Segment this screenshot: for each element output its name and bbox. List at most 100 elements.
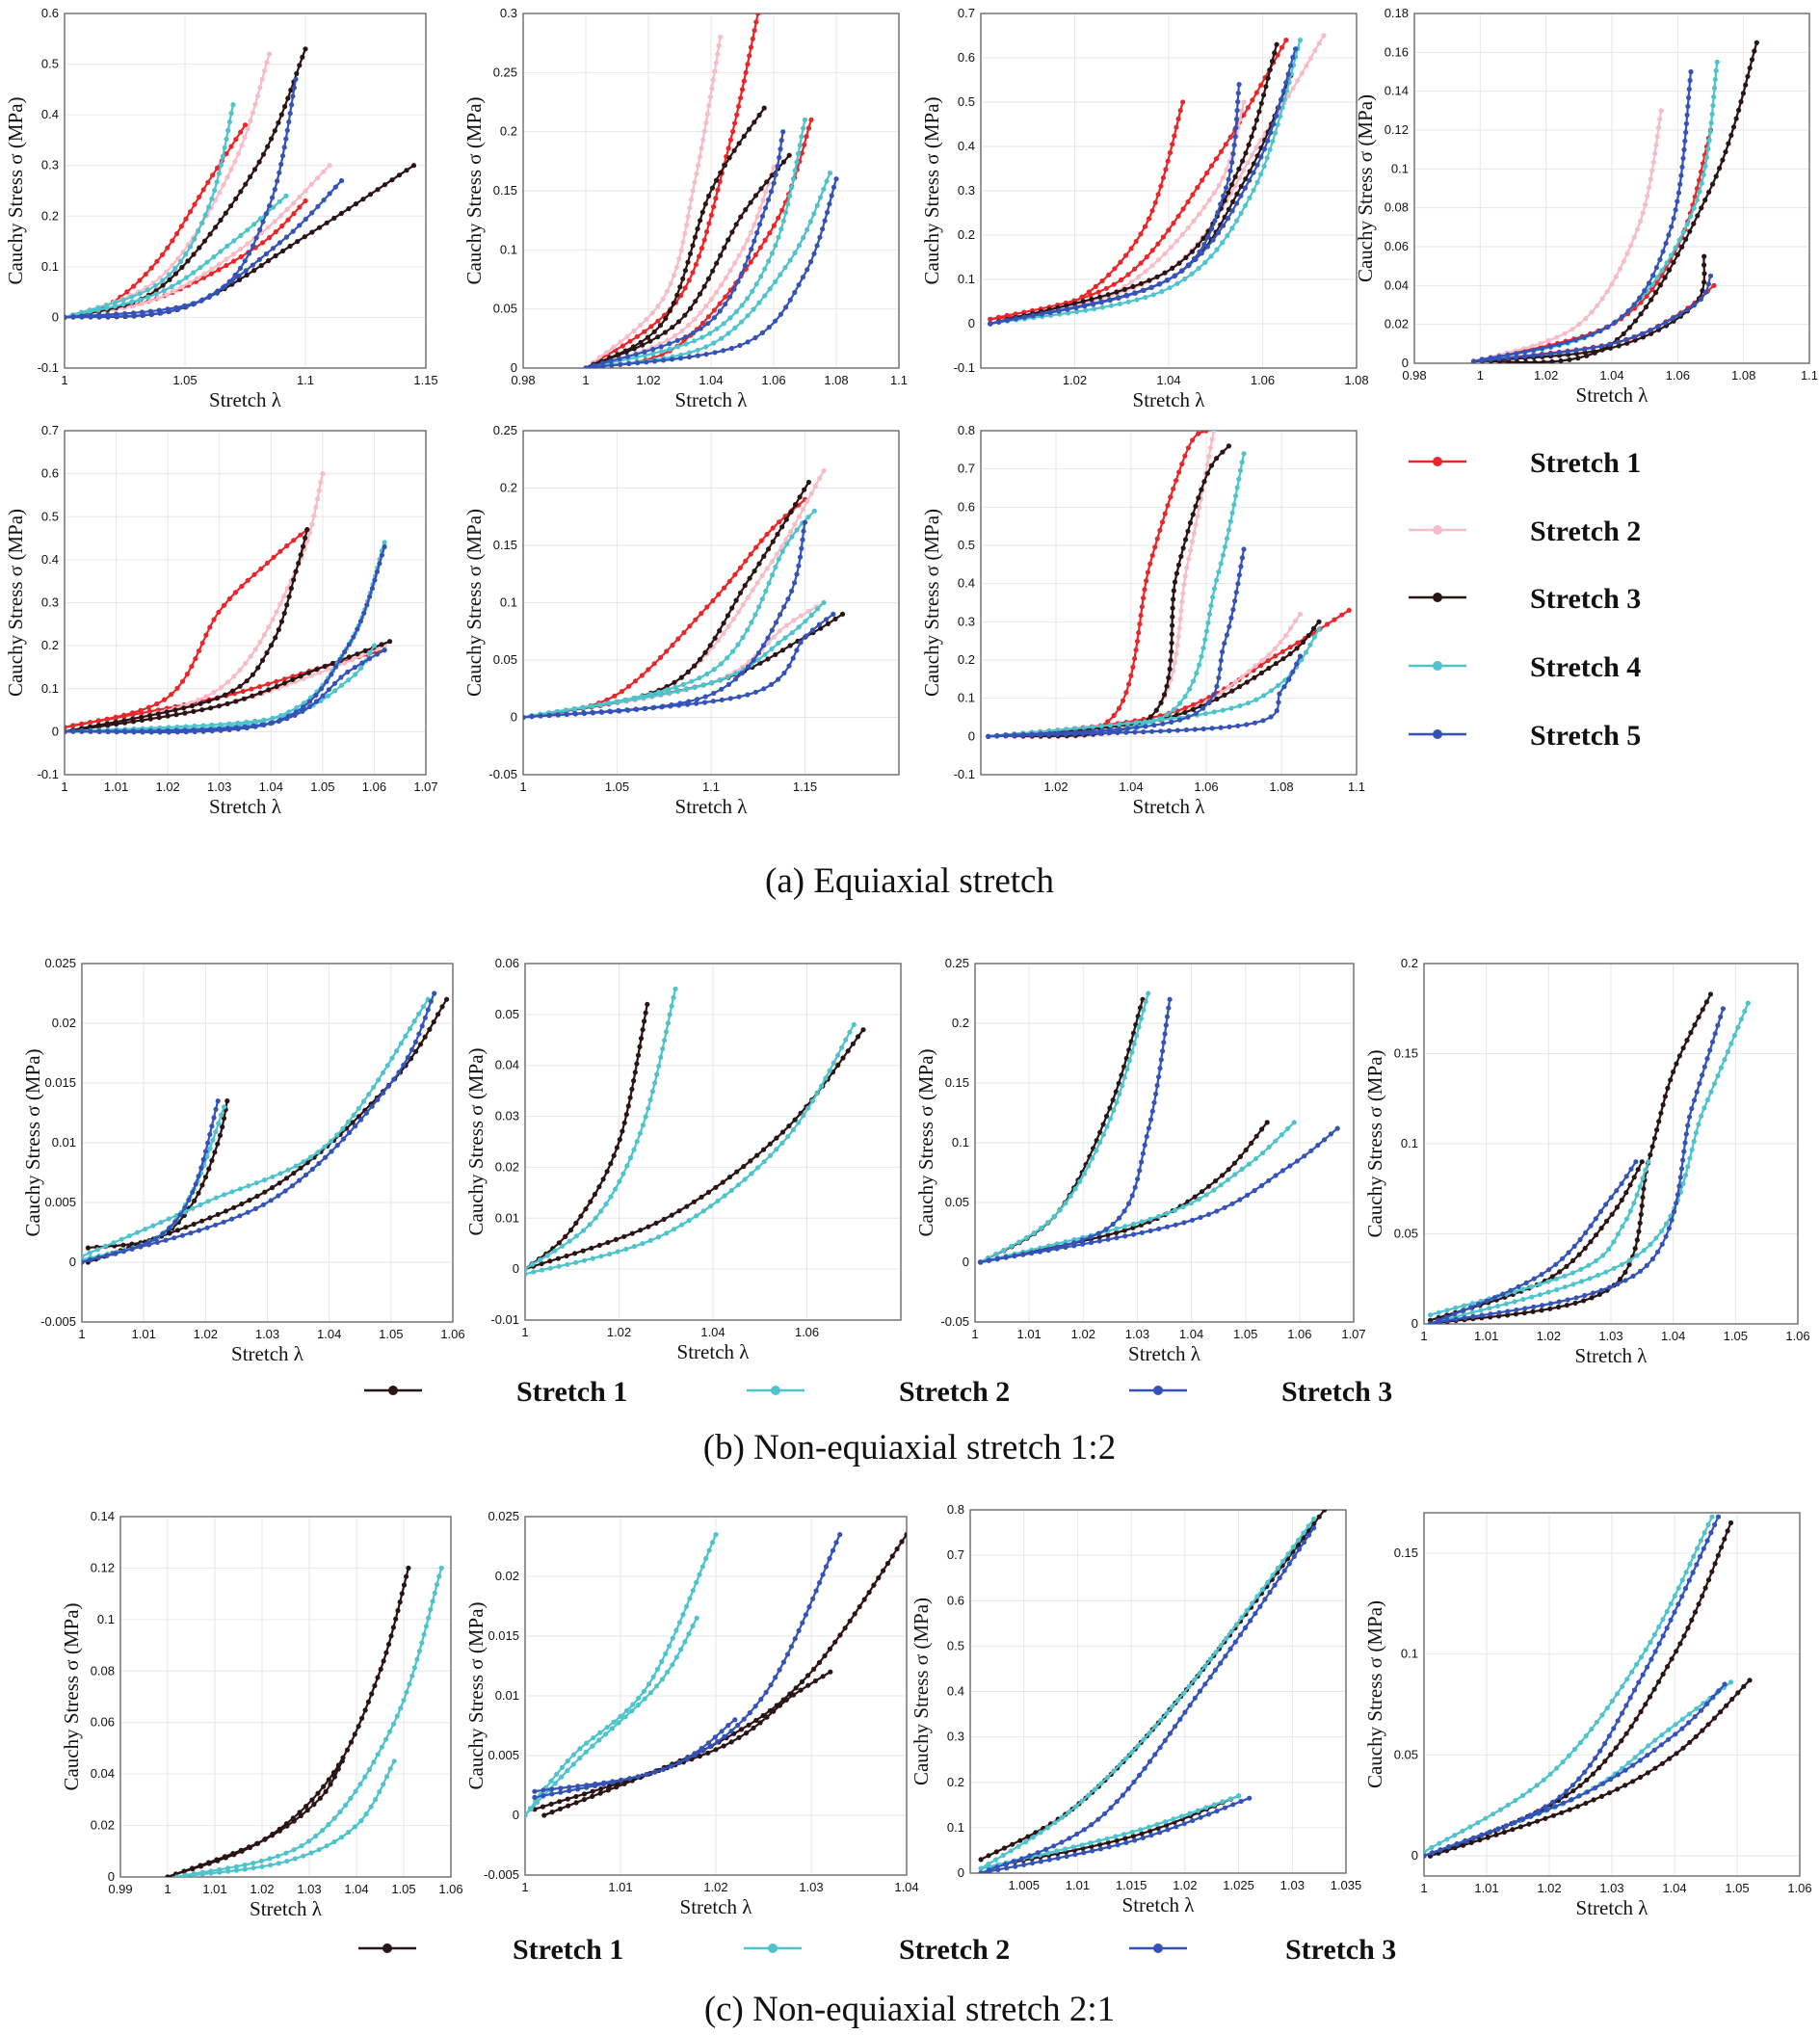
data-point <box>1229 510 1235 516</box>
data-point <box>1189 1217 1196 1223</box>
y-tick-label: 0.05 <box>495 1007 519 1021</box>
data-point <box>327 163 332 169</box>
data-point <box>214 179 220 185</box>
data-point <box>259 76 265 82</box>
data-point <box>696 253 702 259</box>
data-point <box>309 521 315 527</box>
data-point <box>371 643 377 648</box>
data-point <box>1696 1015 1701 1020</box>
data-point <box>332 688 338 694</box>
data-point <box>198 1165 204 1171</box>
data-point <box>1691 221 1697 226</box>
data-point <box>112 300 119 305</box>
data-point <box>1193 503 1199 509</box>
data-point <box>1182 276 1188 282</box>
data-point <box>684 1203 690 1209</box>
data-point <box>714 260 720 266</box>
data-point <box>268 1198 274 1203</box>
x-tick-label: 1.03 <box>1125 1327 1149 1341</box>
y-tick-label: 0.04 <box>495 1058 519 1072</box>
y-tick-label: 0.005 <box>44 1195 76 1209</box>
data-point <box>741 245 747 251</box>
data-point <box>1495 1303 1501 1309</box>
data-point <box>606 1784 613 1789</box>
data-point <box>1234 218 1240 224</box>
data-point <box>776 234 781 240</box>
data-point <box>1204 462 1210 468</box>
data-point <box>1676 1053 1682 1059</box>
data-point <box>313 505 319 511</box>
data-point <box>741 78 747 84</box>
data-point <box>1241 99 1247 105</box>
data-point <box>1161 1040 1167 1045</box>
data-point <box>1577 1236 1583 1243</box>
data-point <box>796 1627 802 1633</box>
data-point <box>199 297 205 303</box>
data-point <box>367 650 373 656</box>
data-point <box>676 256 682 262</box>
data-point <box>794 648 800 653</box>
y-tick-label: 0.6 <box>958 50 975 65</box>
data-point <box>732 260 738 266</box>
data-point <box>1596 1272 1601 1279</box>
data-point <box>739 303 745 308</box>
data-point <box>146 1242 152 1248</box>
data-point <box>547 1258 553 1264</box>
data-point <box>777 519 782 525</box>
data-point <box>252 718 258 725</box>
data-point <box>549 1791 555 1797</box>
data-point <box>1224 536 1230 542</box>
data-point <box>842 1625 848 1631</box>
data-point <box>178 258 184 264</box>
data-point <box>167 1226 172 1231</box>
data-point <box>1738 1017 1744 1022</box>
y-axis-label: Cauchy Stress σ (MPa) <box>462 96 486 284</box>
data-point <box>787 529 794 535</box>
data-point <box>1279 44 1285 50</box>
data-point <box>1100 1122 1106 1127</box>
data-point <box>169 283 174 290</box>
data-point <box>663 1029 670 1035</box>
data-point <box>196 1190 201 1196</box>
y-tick-label: 0.18 <box>1385 6 1409 20</box>
data-point <box>1300 639 1306 646</box>
data-point <box>1210 595 1216 600</box>
data-point <box>1196 431 1201 436</box>
data-point <box>719 1729 725 1734</box>
data-point <box>1261 693 1267 699</box>
data-point <box>1045 1850 1051 1856</box>
data-point <box>603 350 610 356</box>
data-point <box>1119 277 1124 282</box>
data-point <box>275 1853 281 1859</box>
data-point <box>800 1620 805 1625</box>
data-point <box>422 1015 428 1020</box>
data-point <box>1615 1282 1621 1287</box>
data-point <box>1252 674 1257 680</box>
data-point <box>251 571 257 577</box>
data-point <box>611 1152 617 1158</box>
data-point <box>658 692 664 698</box>
data-point <box>667 341 673 347</box>
data-point <box>303 188 308 194</box>
y-tick-label: 0.7 <box>947 1547 964 1562</box>
x-tick-label: 1.06 <box>1287 1327 1311 1341</box>
data-point <box>541 1793 546 1799</box>
data-point <box>1316 626 1322 632</box>
data-point <box>725 1723 731 1729</box>
data-point <box>1236 166 1242 172</box>
data-point <box>1253 118 1259 123</box>
data-point <box>706 221 712 226</box>
data-point <box>167 277 172 282</box>
data-point <box>308 1850 314 1856</box>
data-point <box>1614 1188 1620 1194</box>
data-point <box>1657 282 1663 288</box>
data-point <box>430 1599 435 1604</box>
data-point <box>1261 92 1267 98</box>
data-point <box>790 176 797 182</box>
data-point <box>1234 200 1240 206</box>
data-point <box>590 1788 595 1794</box>
data-point <box>139 301 145 306</box>
data-point <box>1156 1226 1162 1231</box>
data-point <box>1306 633 1311 639</box>
data-point <box>233 137 239 143</box>
